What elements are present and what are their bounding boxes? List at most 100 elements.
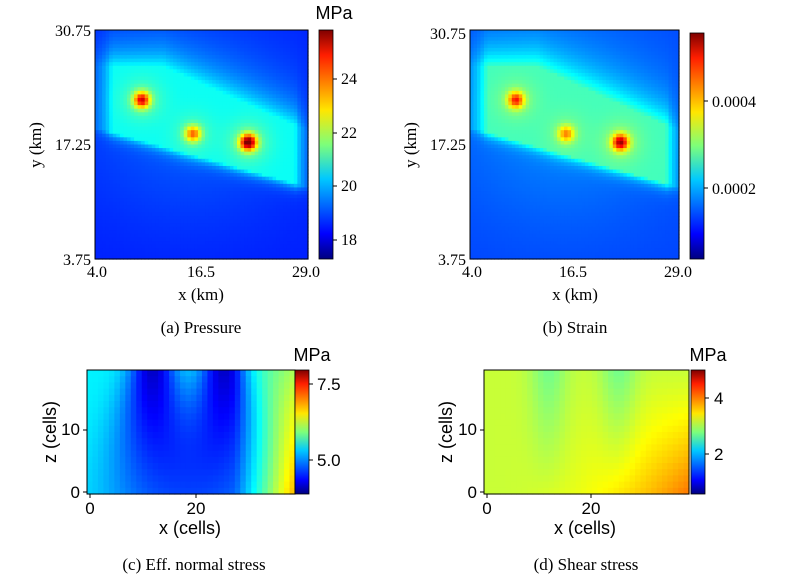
heatmap-cell	[208, 187, 213, 192]
heatmap-cell	[483, 37, 489, 42]
heatmap-cell	[300, 201, 306, 206]
heatmap-cell	[268, 137, 274, 142]
heatmap-cell	[668, 90, 673, 96]
heatmap-cell	[623, 33, 628, 38]
heatmap-cell	[258, 126, 263, 131]
heatmap-cell	[254, 194, 259, 199]
heatmap-cell	[95, 76, 100, 81]
heatmap-cell	[98, 30, 103, 35]
heatmap-cell	[244, 87, 249, 92]
heatmap-cell	[173, 223, 178, 228]
heatmap-cell	[258, 237, 263, 242]
heatmap-cell	[591, 55, 596, 60]
heatmap-cell	[119, 148, 124, 153]
heatmap-cell	[623, 83, 628, 88]
heatmap-cell	[529, 40, 534, 45]
heatmap-cell	[675, 37, 680, 42]
heatmap-cell	[180, 51, 185, 56]
heatmap-cell	[169, 219, 174, 224]
heatmap-cell	[304, 165, 309, 171]
heatmap-cell	[201, 105, 206, 110]
heatmap-cell	[201, 58, 206, 63]
heatmap-cell	[215, 37, 220, 42]
heatmap-cell	[644, 94, 649, 99]
heatmap-cell	[222, 115, 227, 121]
heatmap-cell	[205, 233, 210, 239]
heatmap-cell	[183, 108, 188, 113]
heatmap-cell	[251, 223, 256, 228]
heatmap-cell	[105, 241, 110, 246]
heatmap-cell	[105, 101, 110, 106]
heatmap-cell	[95, 155, 100, 160]
heatmap-cell	[637, 69, 642, 74]
heatmap-cell	[158, 201, 164, 206]
heatmap-cell	[194, 126, 199, 131]
heatmap-cell	[254, 51, 259, 56]
heatmap-cell	[169, 87, 174, 92]
heatmap-cell	[148, 183, 153, 189]
heatmap-cell	[187, 58, 192, 63]
heatmap-cell	[244, 205, 249, 210]
heatmap-cell	[116, 69, 121, 74]
heatmap-cell	[105, 51, 110, 56]
heatmap-cell	[290, 173, 295, 178]
heatmap-cell	[300, 126, 306, 131]
heatmap-cell	[151, 216, 156, 221]
heatmap-cell	[258, 173, 263, 178]
heatmap-cell	[487, 58, 492, 63]
heatmap-cell	[297, 244, 302, 249]
heatmap-cell	[176, 219, 181, 224]
heatmap-cell	[268, 244, 274, 249]
heatmap-cell	[251, 83, 256, 88]
heatmap-cell	[226, 72, 231, 78]
heatmap-cell	[123, 62, 128, 67]
heatmap-cell	[208, 226, 213, 231]
heatmap-cell	[155, 126, 160, 131]
heatmap-cell	[169, 62, 174, 67]
heatmap-cell	[244, 58, 249, 63]
heatmap-cell	[304, 144, 309, 149]
heatmap-cell	[623, 51, 628, 56]
heatmap-cell	[304, 133, 309, 138]
heatmap-cell	[539, 80, 544, 85]
heatmap-cell	[180, 226, 185, 231]
heatmap-cell	[162, 97, 167, 103]
heatmap-cell	[574, 58, 579, 63]
heatmap-cell	[222, 87, 227, 92]
heatmap-cell	[116, 40, 121, 45]
heatmap-cell	[166, 194, 171, 199]
heatmap-cell	[602, 30, 607, 35]
heatmap-cell	[279, 115, 284, 121]
heatmap-cell	[173, 173, 178, 178]
heatmap-cell	[304, 183, 309, 189]
heatmap-cell	[268, 30, 274, 35]
heatmap-cell	[151, 47, 156, 53]
heatmap-cell	[190, 176, 195, 181]
heatmap-cell	[272, 80, 277, 85]
heatmap-cell	[158, 255, 164, 260]
heatmap-cell	[226, 165, 231, 171]
heatmap-cell	[162, 151, 167, 156]
heatmap-cell	[518, 76, 523, 81]
heatmap-cell	[134, 40, 139, 45]
heatmap-cell	[261, 233, 266, 239]
heatmap-cell	[476, 62, 482, 67]
heatmap-cell	[279, 241, 284, 246]
heatmap-cell	[102, 119, 107, 124]
heatmap-cell	[480, 40, 485, 45]
heatmap-cell	[501, 90, 506, 96]
heatmap-cell	[219, 30, 224, 35]
heatmap-cell	[591, 80, 596, 85]
heatmap-cell	[470, 47, 475, 53]
heatmap-cell	[134, 108, 139, 113]
heatmap-cell	[109, 183, 114, 189]
heatmap-cell	[595, 80, 600, 85]
heatmap-cell	[219, 155, 224, 160]
heatmap-cell	[205, 191, 210, 196]
heatmap-cell	[591, 30, 596, 35]
heatmap-cell	[494, 37, 499, 42]
heatmap-cell	[483, 87, 489, 92]
heatmap-cell	[290, 183, 295, 189]
heatmap-cell	[148, 94, 153, 99]
heatmap-cell	[102, 94, 107, 99]
